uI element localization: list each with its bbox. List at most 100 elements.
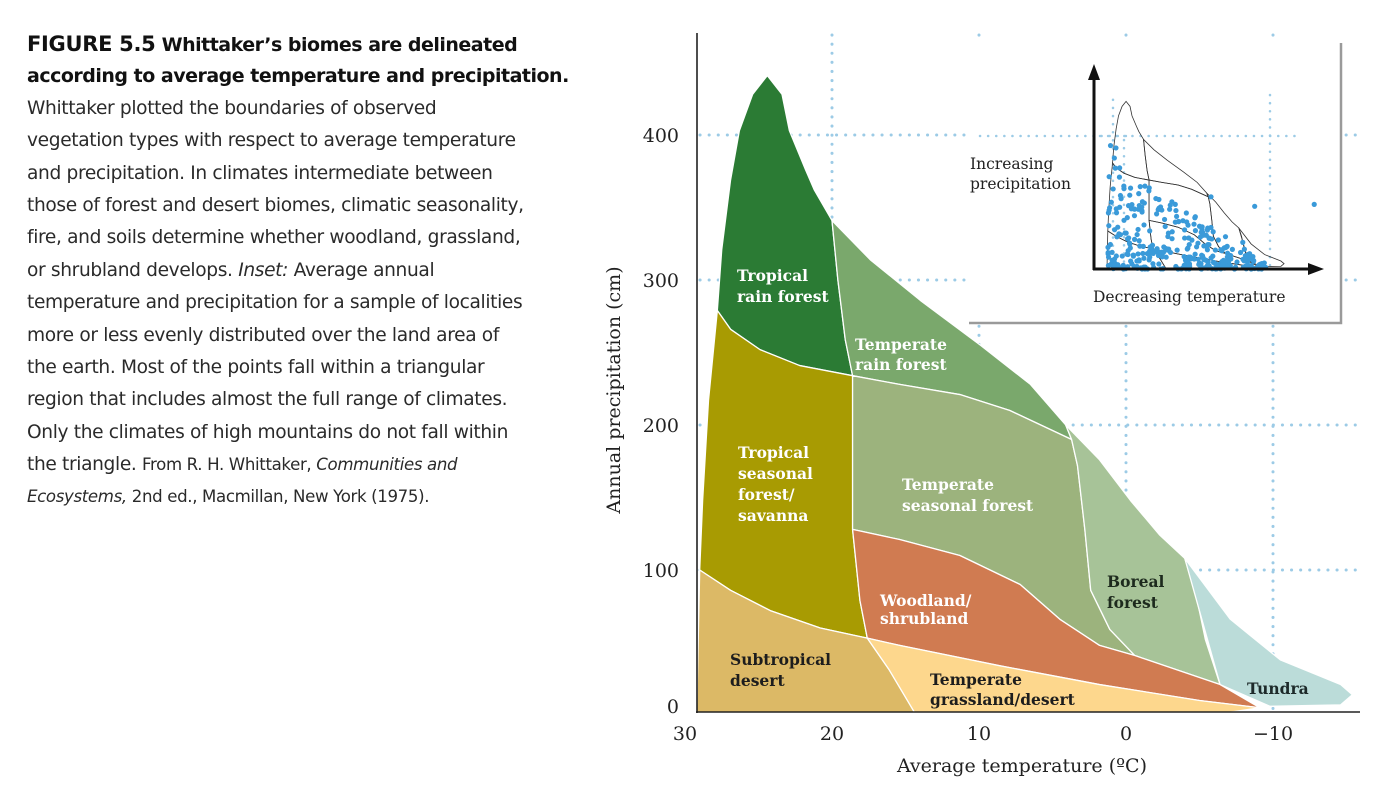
- inset-point: [1197, 234, 1203, 240]
- caption-line: temperature and precipitation for a samp…: [27, 292, 523, 314]
- region-label: grassland/desert: [930, 690, 1076, 709]
- inset-point: [1311, 201, 1317, 207]
- inset-point: [1105, 262, 1111, 269]
- region-label: rain forest: [737, 287, 830, 306]
- caption-title-line: FIGURE 5.5 Whittaker’s biomes are deline…: [27, 28, 567, 60]
- inset-point: [1220, 261, 1226, 268]
- inset-point: [1117, 165, 1123, 171]
- inset-point: [1191, 256, 1197, 262]
- inset-point: [1173, 207, 1179, 214]
- region-label: seasonal forest: [902, 496, 1034, 515]
- inset-point: [1112, 227, 1118, 233]
- caption-line: Ecosystems, 2nd ed., Macmillan, New York…: [27, 481, 567, 513]
- inset-point: [1210, 229, 1216, 235]
- inset-point: [1174, 247, 1180, 253]
- inset-point: [1153, 195, 1159, 202]
- inset-point: [1195, 256, 1201, 262]
- caption-source-title: Communities and: [316, 455, 458, 475]
- caption-line: or shrubland develops. Inset: Average an…: [27, 255, 567, 287]
- inset-point: [1150, 261, 1156, 267]
- inset-point: [1163, 254, 1169, 260]
- inset-point: [1201, 256, 1207, 263]
- inset-point: [1107, 142, 1114, 149]
- inset-point: [1167, 249, 1174, 256]
- region-label: seasonal: [738, 464, 813, 483]
- caption-title: Whittaker’s biomes are delineated: [161, 34, 518, 56]
- caption-text: Average annual: [288, 259, 435, 281]
- inset-point: [1113, 253, 1119, 259]
- caption-line: the triangle. From R. H. Whittaker, Comm…: [27, 449, 567, 481]
- inset-point: [1182, 235, 1188, 241]
- caption-line: region that includes almost the full ran…: [27, 389, 508, 411]
- inset-point: [1185, 245, 1191, 251]
- inset-point: [1224, 243, 1230, 250]
- inset-point: [1206, 241, 1212, 248]
- inset-point: [1222, 234, 1229, 240]
- inset-point: [1107, 205, 1113, 211]
- inset-point: [1136, 191, 1142, 197]
- inset-point: [1192, 228, 1199, 234]
- inset-point: [1141, 200, 1147, 206]
- inset-point: [1109, 257, 1115, 263]
- figure-label: FIGURE 5.5: [27, 32, 156, 56]
- inset-point: [1187, 254, 1193, 260]
- inset-point: [1208, 194, 1214, 200]
- x-tick-label: 30: [673, 723, 697, 745]
- inset-point: [1146, 248, 1153, 254]
- inset-point: [1172, 201, 1178, 207]
- inset-point: [1193, 244, 1200, 250]
- inset-point: [1126, 235, 1132, 241]
- x-axis-title: Average temperature (ºC): [896, 755, 1147, 777]
- inset-point: [1117, 204, 1123, 210]
- inset-point: [1134, 231, 1140, 238]
- inset-point: [1204, 247, 1210, 253]
- inset-point: [1181, 227, 1188, 233]
- caption-line: Whittaker plotted the boundaries of obse…: [27, 97, 437, 119]
- region-label: Woodland/: [879, 591, 972, 610]
- x-tick-label: 10: [967, 723, 991, 745]
- inset-point: [1113, 210, 1120, 216]
- inset-point: [1192, 251, 1198, 257]
- biome-regions: [696, 74, 1354, 713]
- inset-point: [1252, 203, 1258, 209]
- inset-point: [1243, 255, 1249, 261]
- caption-title-line: according to average temperature and pre…: [27, 65, 569, 88]
- inset-point: [1210, 259, 1217, 265]
- inset-point: [1229, 246, 1235, 252]
- inset-point: [1134, 258, 1140, 264]
- region-label: rain forest: [855, 355, 948, 374]
- region-label: Boreal: [1107, 572, 1165, 591]
- inset-point: [1184, 219, 1190, 225]
- inset-point: [1118, 196, 1124, 202]
- inset-point: [1154, 211, 1160, 217]
- caption-line: and precipitation. In climates intermedi…: [27, 162, 493, 184]
- inset-point: [1132, 206, 1138, 212]
- inset-point: [1228, 256, 1234, 262]
- inset-point: [1136, 238, 1142, 244]
- inset-point: [1136, 202, 1142, 209]
- region-label: Tundra: [1247, 679, 1309, 698]
- inset-point: [1119, 253, 1125, 259]
- figure-caption: FIGURE 5.5 Whittaker’s biomes are deline…: [27, 28, 569, 514]
- inset-point: [1183, 210, 1189, 216]
- inset-point: [1240, 239, 1246, 245]
- inset-point: [1142, 183, 1148, 189]
- inset-point: [1191, 221, 1197, 227]
- region-temperate-grassland-desert: [866, 637, 1261, 713]
- inset-point: [1174, 213, 1180, 220]
- y-tick-label: 400: [643, 125, 679, 147]
- inset-point: [1163, 246, 1169, 252]
- region-label: Temperate: [930, 670, 1022, 689]
- region-label: savanna: [738, 506, 808, 525]
- inset-point: [1127, 185, 1134, 191]
- inset-point: [1131, 213, 1138, 219]
- inset-point: [1116, 174, 1123, 180]
- inset-point: [1167, 206, 1173, 212]
- inset-point: [1110, 186, 1116, 192]
- inset-point: [1169, 236, 1175, 242]
- inset-point: [1199, 224, 1205, 230]
- inset-point: [1169, 229, 1175, 235]
- inset-point: [1203, 232, 1209, 238]
